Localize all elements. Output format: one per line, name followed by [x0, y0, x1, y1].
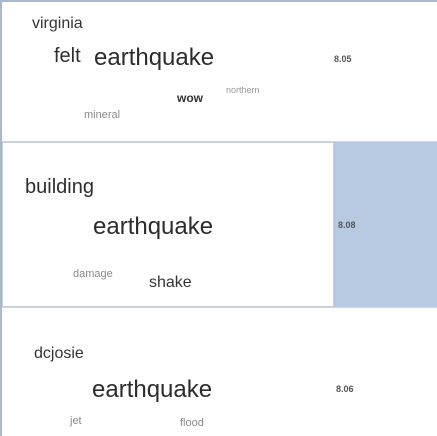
cloud-word: earthquake: [93, 213, 214, 240]
selection-highlight: [334, 142, 437, 307]
word-cloud: dcjosie earthquake jet flood: [2, 308, 437, 436]
cloud-word: northern: [226, 85, 260, 95]
cloud-word: earthquake: [92, 376, 213, 403]
word-cloud: building earthquake damage shake: [2, 142, 334, 307]
cloud-word: damage: [73, 268, 113, 280]
cloud-word: flood: [180, 417, 204, 429]
cloud-panel-virginia[interactable]: virginia felt earthquake wow northern mi…: [2, 2, 437, 142]
word-cloud: virginia felt earthquake wow northern mi…: [2, 2, 437, 141]
score-value: 8.08: [338, 220, 356, 230]
cloud-title: virginia: [32, 15, 83, 32]
cloud-word: mineral: [84, 109, 121, 121]
score-value: 8.05: [334, 54, 352, 64]
cloud-title: building: [25, 176, 94, 198]
cloud-panel-dcjosie[interactable]: dcjosie earthquake jet flood 8.06: [2, 308, 437, 436]
cloud-panel-building[interactable]: building earthquake damage shake 8.08: [2, 142, 437, 308]
top-border: [0, 0, 437, 2]
cloud-word: jet: [70, 415, 82, 427]
cloud-word: wow: [177, 91, 203, 105]
cloud-word: earthquake: [94, 44, 215, 71]
score-value: 8.06: [336, 384, 354, 394]
cloud-word: felt: [54, 45, 81, 67]
cloud-word: shake: [149, 274, 192, 291]
cloud-title: dcjosie: [34, 345, 84, 362]
